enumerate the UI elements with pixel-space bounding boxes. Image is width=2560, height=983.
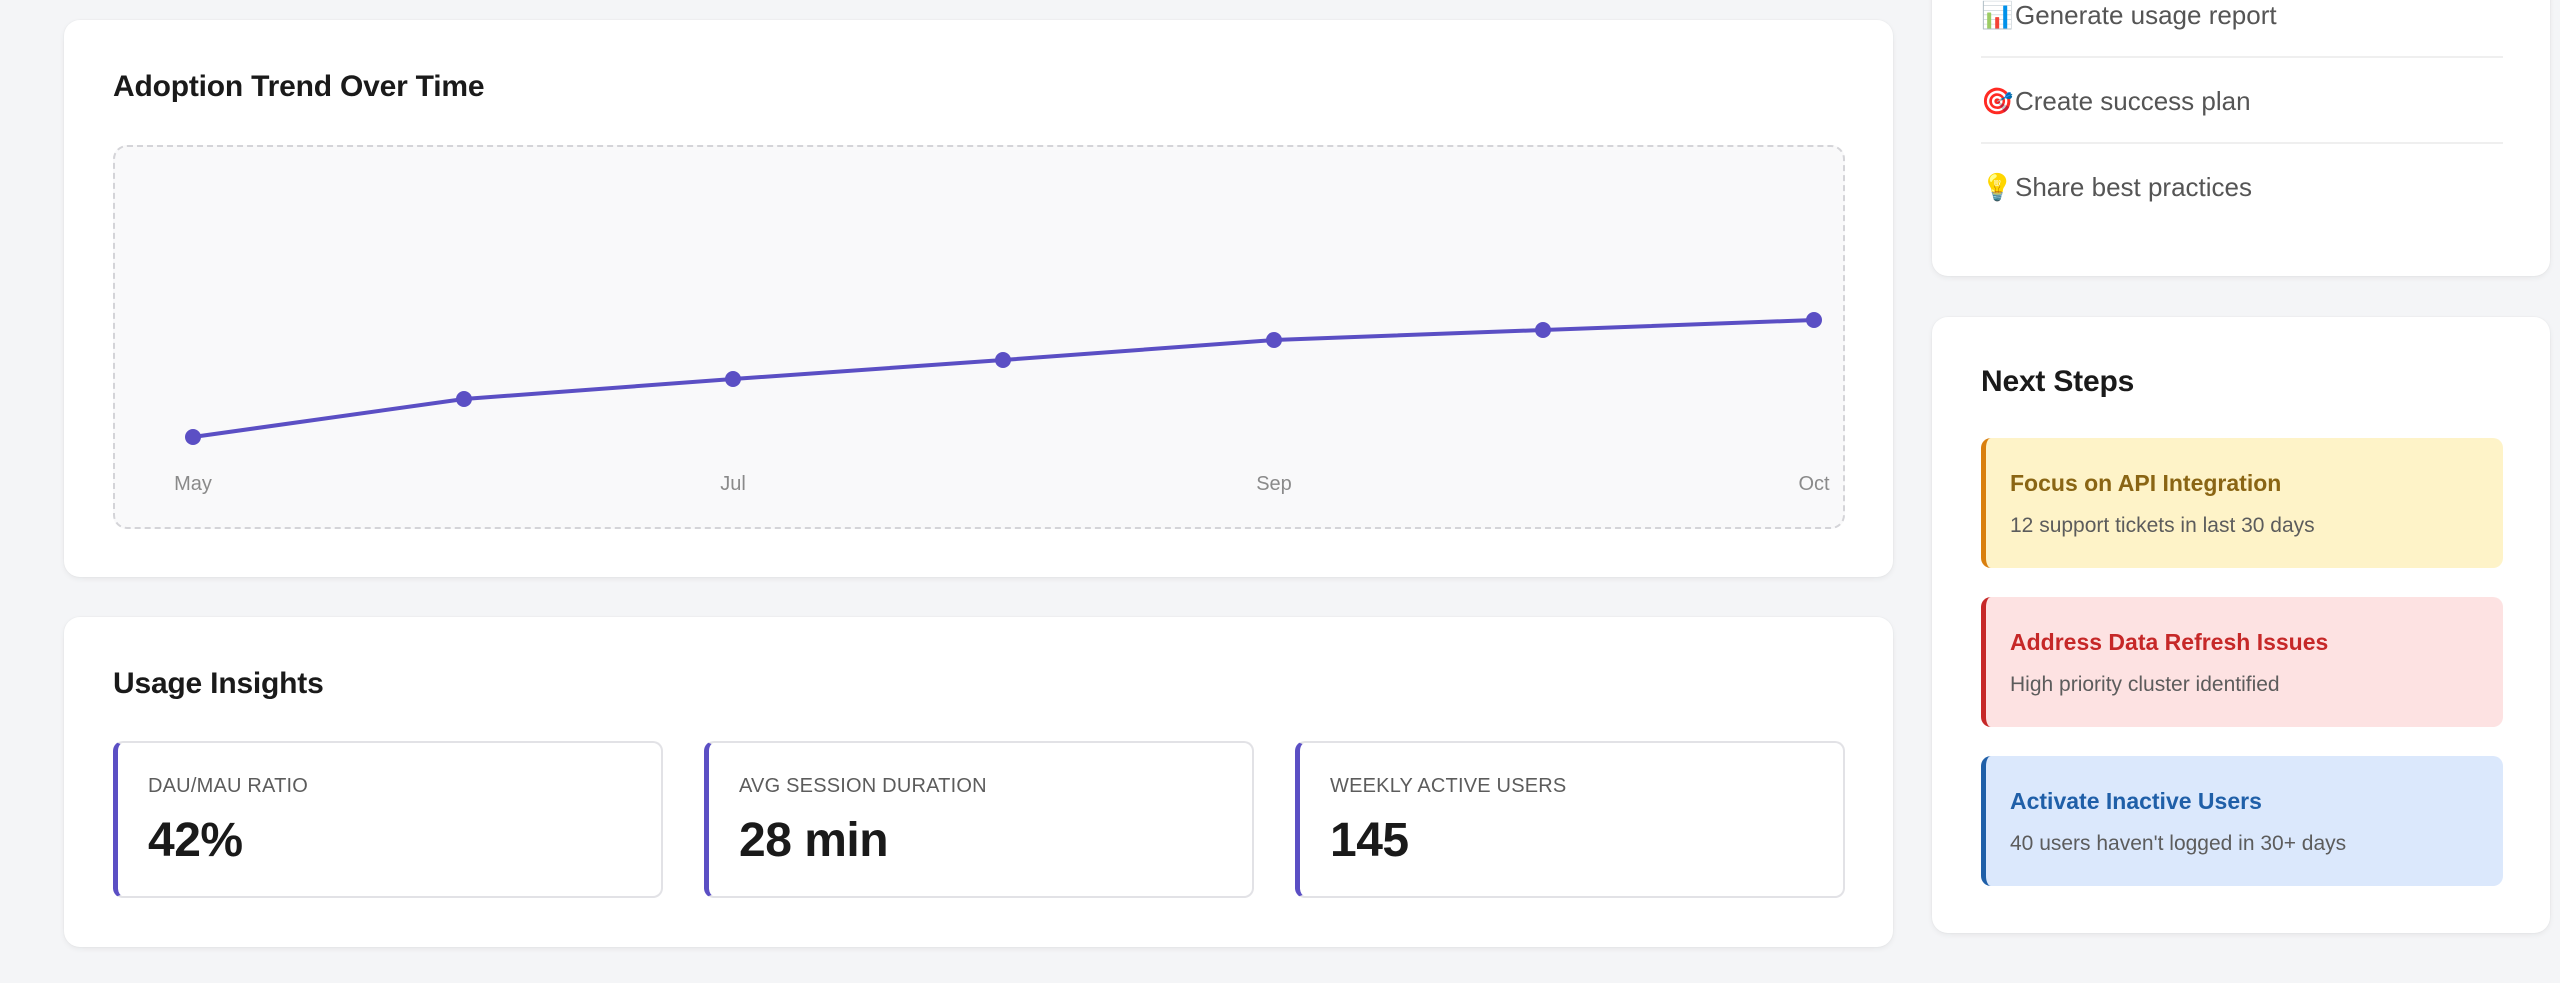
data-point[interactable]	[185, 429, 201, 445]
x-axis-label: Oct	[1798, 473, 1830, 495]
step-api-integration[interactable]: Focus on API Integration 12 support tick…	[1981, 438, 2503, 568]
metric-value: 42%	[148, 814, 243, 867]
metric-label: WEEKLY ACTIVE USERS	[1330, 775, 1567, 797]
action-label: Create success plan	[2015, 85, 2251, 116]
step-data-refresh[interactable]: Address Data Refresh Issues High priorit…	[1981, 597, 2503, 727]
step-inactive-users[interactable]: Activate Inactive Users 40 users haven't…	[1981, 756, 2503, 886]
action-share-best-practices[interactable]: 💡 Share best practices	[1981, 144, 2503, 230]
line-chart-svg	[185, 312, 1822, 445]
divider	[1981, 142, 2503, 144]
x-axis-label: Sep	[1256, 473, 1292, 495]
metric-value: 28 min	[739, 814, 889, 867]
next-steps-card: Next Steps Focus on API Integration 12 s…	[1932, 317, 2550, 933]
target-icon: 🎯	[1981, 85, 2014, 116]
lightbulb-icon: 💡	[1981, 171, 2014, 202]
metric-avg-session: AVG SESSION DURATION 28 min	[704, 741, 1254, 898]
x-axis-label: May	[174, 473, 212, 495]
metric-label: AVG SESSION DURATION	[739, 775, 987, 797]
step-description: 40 users haven't logged in 30+ days	[2010, 832, 2347, 855]
step-title: Activate Inactive Users	[2010, 788, 2262, 814]
metric-label: DAU/MAU RATIO	[148, 775, 309, 797]
action-label: Share best practices	[2015, 171, 2253, 202]
next-steps-title: Next Steps	[1981, 365, 2135, 398]
quick-actions-card: 📊 Generate usage report 🎯 Create success…	[1932, 0, 2550, 276]
adoption-trend-title: Adoption Trend Over Time	[113, 70, 485, 103]
usage-insights-card: Usage Insights DAU/MAU RATIO 42% AVG SES…	[64, 617, 1893, 947]
adoption-trend-chart: May Jul Sep Oct	[113, 145, 1845, 529]
adoption-line	[191, 318, 1816, 439]
step-title: Focus on API Integration	[2010, 470, 2282, 496]
x-axis-label: Jul	[720, 473, 746, 495]
data-point[interactable]	[456, 391, 472, 407]
action-generate-usage-report[interactable]: 📊 Generate usage report	[1981, 0, 2503, 58]
data-point[interactable]	[1806, 312, 1822, 328]
step-description: High priority cluster identified	[2010, 673, 2280, 696]
step-description: 12 support tickets in last 30 days	[2010, 514, 2315, 537]
metric-value: 145	[1330, 814, 1409, 867]
action-create-success-plan[interactable]: 🎯 Create success plan	[1981, 58, 2503, 144]
action-label: Generate usage report	[2015, 0, 2277, 30]
step-title: Address Data Refresh Issues	[2010, 629, 2329, 655]
metric-weekly-active: WEEKLY ACTIVE USERS 145	[1295, 741, 1845, 898]
usage-insights-title: Usage Insights	[113, 667, 324, 700]
data-points	[185, 312, 1822, 445]
adoption-trend-card: Adoption Trend Over Time May Jul Sep Oct	[64, 20, 1893, 577]
divider	[1981, 56, 2503, 58]
data-point[interactable]	[1535, 322, 1551, 338]
data-point[interactable]	[1266, 332, 1282, 348]
metric-dau-mau: DAU/MAU RATIO 42%	[113, 741, 663, 898]
data-point[interactable]	[995, 352, 1011, 368]
bar-chart-icon: 📊	[1981, 0, 2014, 30]
data-point[interactable]	[725, 371, 741, 387]
